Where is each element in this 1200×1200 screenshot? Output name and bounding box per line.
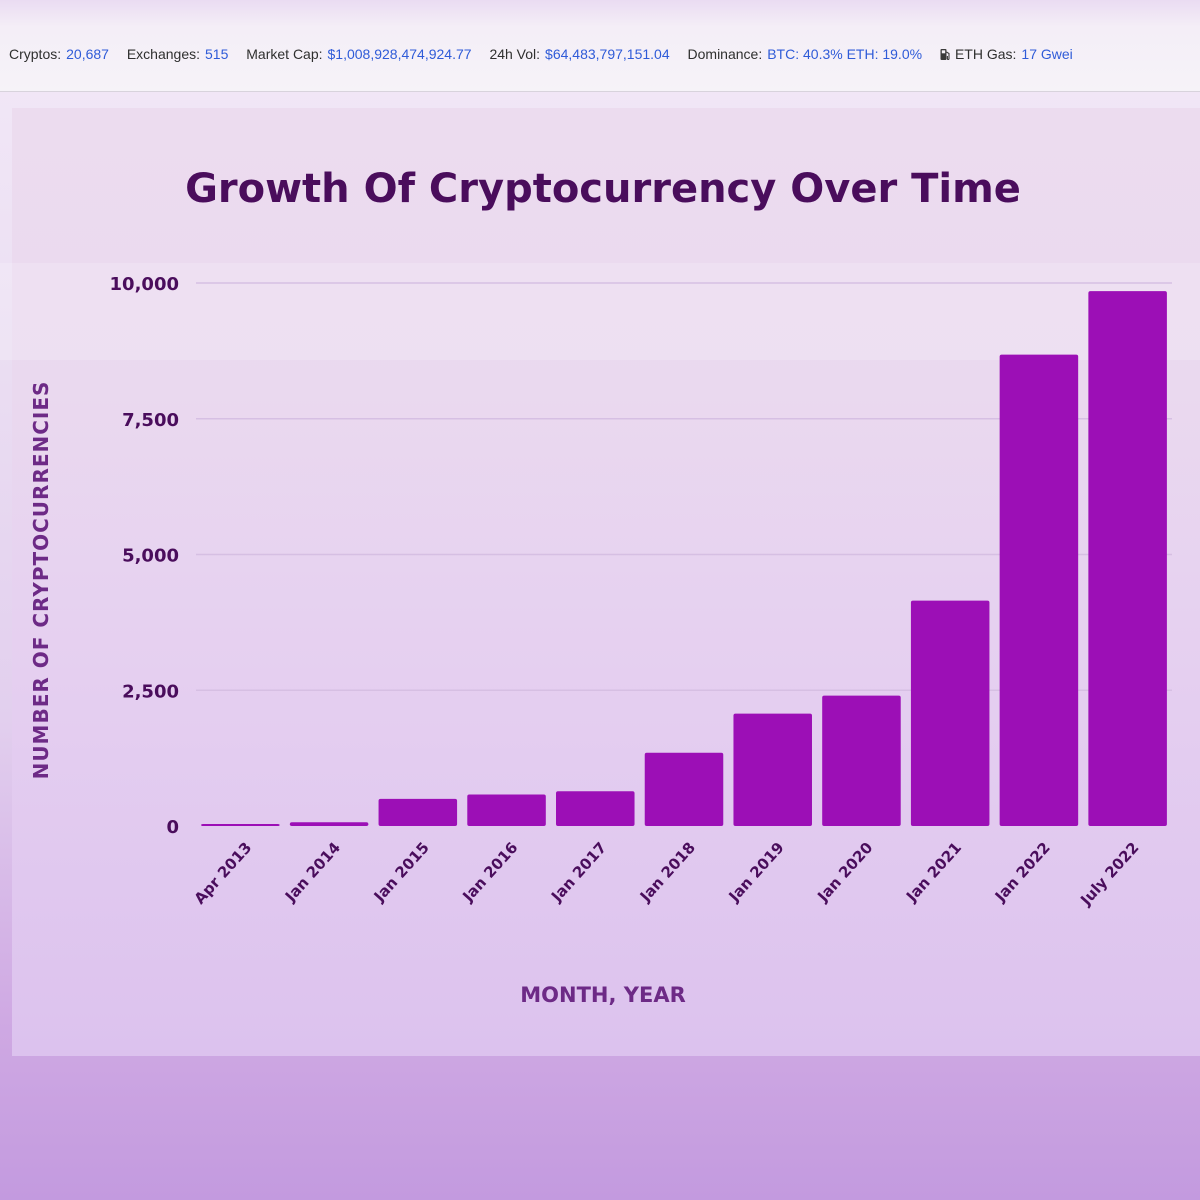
bar[interactable] [467,794,546,826]
y-axis-title: NUMBER OF CRYPTOCURRENCIES [29,381,53,780]
y-axis-ticks: 0 2,500 5,000 7,500 10,000 [110,274,179,838]
x-tick-label: Jan 2020 [813,839,876,906]
global-stats: Cryptos: 20,687 Exchanges: 515 Market Cap:… [9,46,1087,62]
x-tick-label: Jan 2017 [547,839,610,906]
chart-title: Growth Of Cryptocurrency Over Time [185,166,1021,212]
stat-eth-gas[interactable]: ETH Gas: 17 Gwei [940,46,1073,62]
bar[interactable] [1088,291,1167,826]
stat-volume-label: 24h Vol: [489,46,541,62]
stat-exchanges[interactable]: Exchanges: 515 [127,46,229,62]
bar[interactable] [733,713,812,826]
y-tick-label: 2,500 [122,681,179,702]
stats-bar: Cryptos: 20,687 Exchanges: 515 Market Cap:… [0,0,1200,92]
stat-cryptos-value[interactable]: 20,687 [66,46,109,62]
bar[interactable] [999,354,1079,826]
stat-cryptos[interactable]: Cryptos: 20,687 [9,46,109,62]
x-tick-label: Jan 2022 [991,839,1054,906]
stat-dominance-value[interactable]: BTC: 40.3% ETH: 19.0% [767,46,923,62]
y-tick-label: 0 [166,817,179,838]
bar[interactable] [289,822,369,826]
x-tick-label: Jan 2018 [636,839,699,906]
stat-dominance[interactable]: Dominance: BTC: 40.3% ETH: 19.0% [688,46,923,62]
bar[interactable] [910,600,990,826]
stat-volume[interactable]: 24h Vol: $64,483,797,151.04 [489,46,669,62]
bar[interactable] [822,695,901,826]
x-tick-label: Apr 2013 [191,839,256,908]
stat-eth-gas-value[interactable]: 17 Gwei [1021,46,1073,62]
stat-dominance-label: Dominance: [687,46,763,62]
bar[interactable] [378,798,458,826]
stat-cryptos-label: Cryptos: [9,46,62,62]
bar[interactable] [644,752,724,826]
x-tick-label: July 2022 [1076,839,1142,910]
stat-volume-value[interactable]: $64,483,797,151.04 [545,46,670,62]
bar[interactable] [201,824,280,826]
bar[interactable] [556,791,635,826]
x-tick-label: Jan 2021 [902,839,965,906]
stat-eth-gas-label: ETH Gas: [954,46,1017,62]
x-axis-title: MONTH, YEAR [520,983,686,1007]
x-tick-label: Jan 2014 [281,839,344,906]
stat-exchanges-value[interactable]: 515 [205,46,229,62]
x-tick-label: Jan 2019 [725,839,788,906]
x-axis-ticks: Apr 2013 Jan 2014 Jan 2015 Jan 2016 Jan 2017… [191,839,1143,910]
fuel-pump-icon [940,49,950,61]
stat-market-cap[interactable]: Market Cap: $1,008,928,474,924.77 [246,46,471,62]
y-tick-label: 5,000 [122,546,179,567]
y-tick-label: 7,500 [122,410,179,431]
x-tick-label: Jan 2016 [458,839,521,906]
stat-exchanges-label: Exchanges: [126,46,201,62]
x-tick-label: Jan 2015 [370,839,433,906]
stat-market-cap-value[interactable]: $1,008,928,474,924.77 [327,46,472,62]
stat-market-cap-label: Market Cap: [246,46,323,62]
bars [201,291,1167,826]
y-tick-label: 10,000 [110,274,179,295]
